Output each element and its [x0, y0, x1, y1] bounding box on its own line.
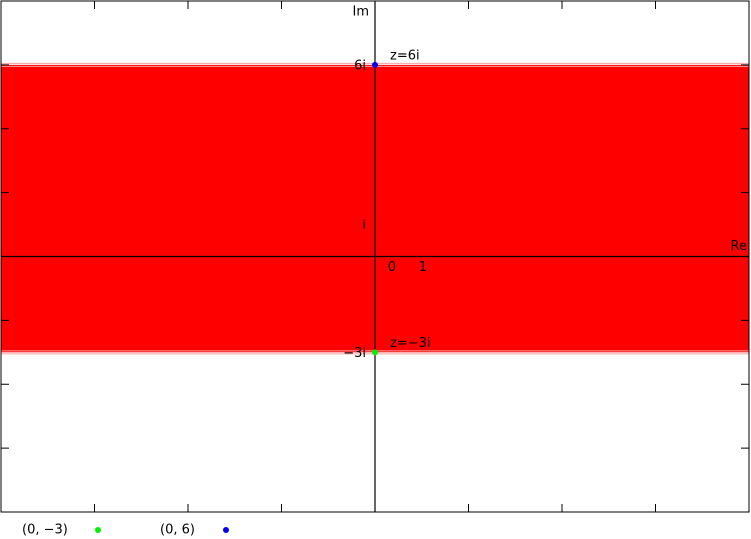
legend-marker [223, 527, 229, 533]
axis-annotation: 1 [419, 260, 427, 275]
legend-marker [95, 527, 101, 533]
axis-annotation: 6i [354, 58, 366, 73]
legend-label: (0, 6) [160, 523, 195, 538]
point [372, 349, 378, 356]
y-axis-label: Im [353, 5, 370, 20]
x-axis-label: Re [731, 239, 747, 254]
point-label: z=6i [390, 48, 420, 63]
axis-annotation: 0 [388, 260, 396, 275]
axis-annotation: −3i [343, 346, 366, 361]
point-label: z=−3i [390, 336, 431, 351]
axis-annotation: i [362, 218, 366, 233]
point [372, 61, 378, 68]
legend-label: (0, −3) [22, 523, 68, 538]
